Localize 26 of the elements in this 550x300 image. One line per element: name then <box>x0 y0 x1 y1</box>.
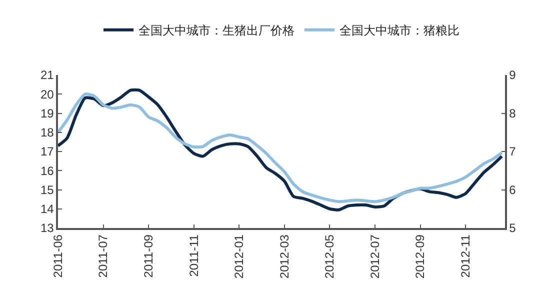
y-tick-label: 16 <box>40 164 54 178</box>
x-tick-label: 2012-09 <box>413 234 428 279</box>
x-tick-label: 2011-07 <box>96 234 110 278</box>
y2-tick-label: 9 <box>509 68 516 82</box>
y-tick-label: 19 <box>40 106 54 120</box>
x-tick-label: 2012-07 <box>368 234 382 279</box>
x-tick-label: 2012-01 <box>232 234 246 279</box>
legend-label: 全国大中城市：猪粮比 <box>340 24 460 38</box>
y-tick-label: 21 <box>40 68 54 82</box>
y2-tick-label: 8 <box>509 106 516 120</box>
legend-label: 全国大中城市：生猪出厂价格 <box>138 24 294 38</box>
y2-tick-label: 7 <box>509 144 516 159</box>
y-tick-label: 17 <box>40 144 54 159</box>
x-tick-label: 2011-06 <box>50 234 65 278</box>
x-tick-label: 2012-03 <box>277 234 292 279</box>
x-tick-label: 2012-05 <box>322 234 337 279</box>
y2-tick-label: 6 <box>509 182 516 197</box>
x-tick-label: 2012-11 <box>458 234 472 278</box>
y-tick-label: 15 <box>40 182 54 197</box>
y-tick-label: 18 <box>40 126 54 140</box>
y2-tick-label: 5 <box>509 221 516 236</box>
y-tick-label: 13 <box>40 221 54 236</box>
y-tick-label: 20 <box>40 87 54 102</box>
x-tick-label: 2011-11 <box>186 234 201 277</box>
y-tick-label: 14 <box>40 202 54 216</box>
x-tick-label: 2011-09 <box>141 234 156 278</box>
